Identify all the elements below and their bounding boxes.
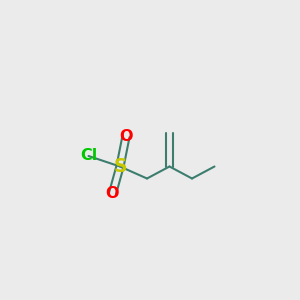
Text: O: O <box>119 129 133 144</box>
Text: Cl: Cl <box>80 148 97 164</box>
Text: O: O <box>106 186 119 201</box>
Text: S: S <box>113 157 127 176</box>
